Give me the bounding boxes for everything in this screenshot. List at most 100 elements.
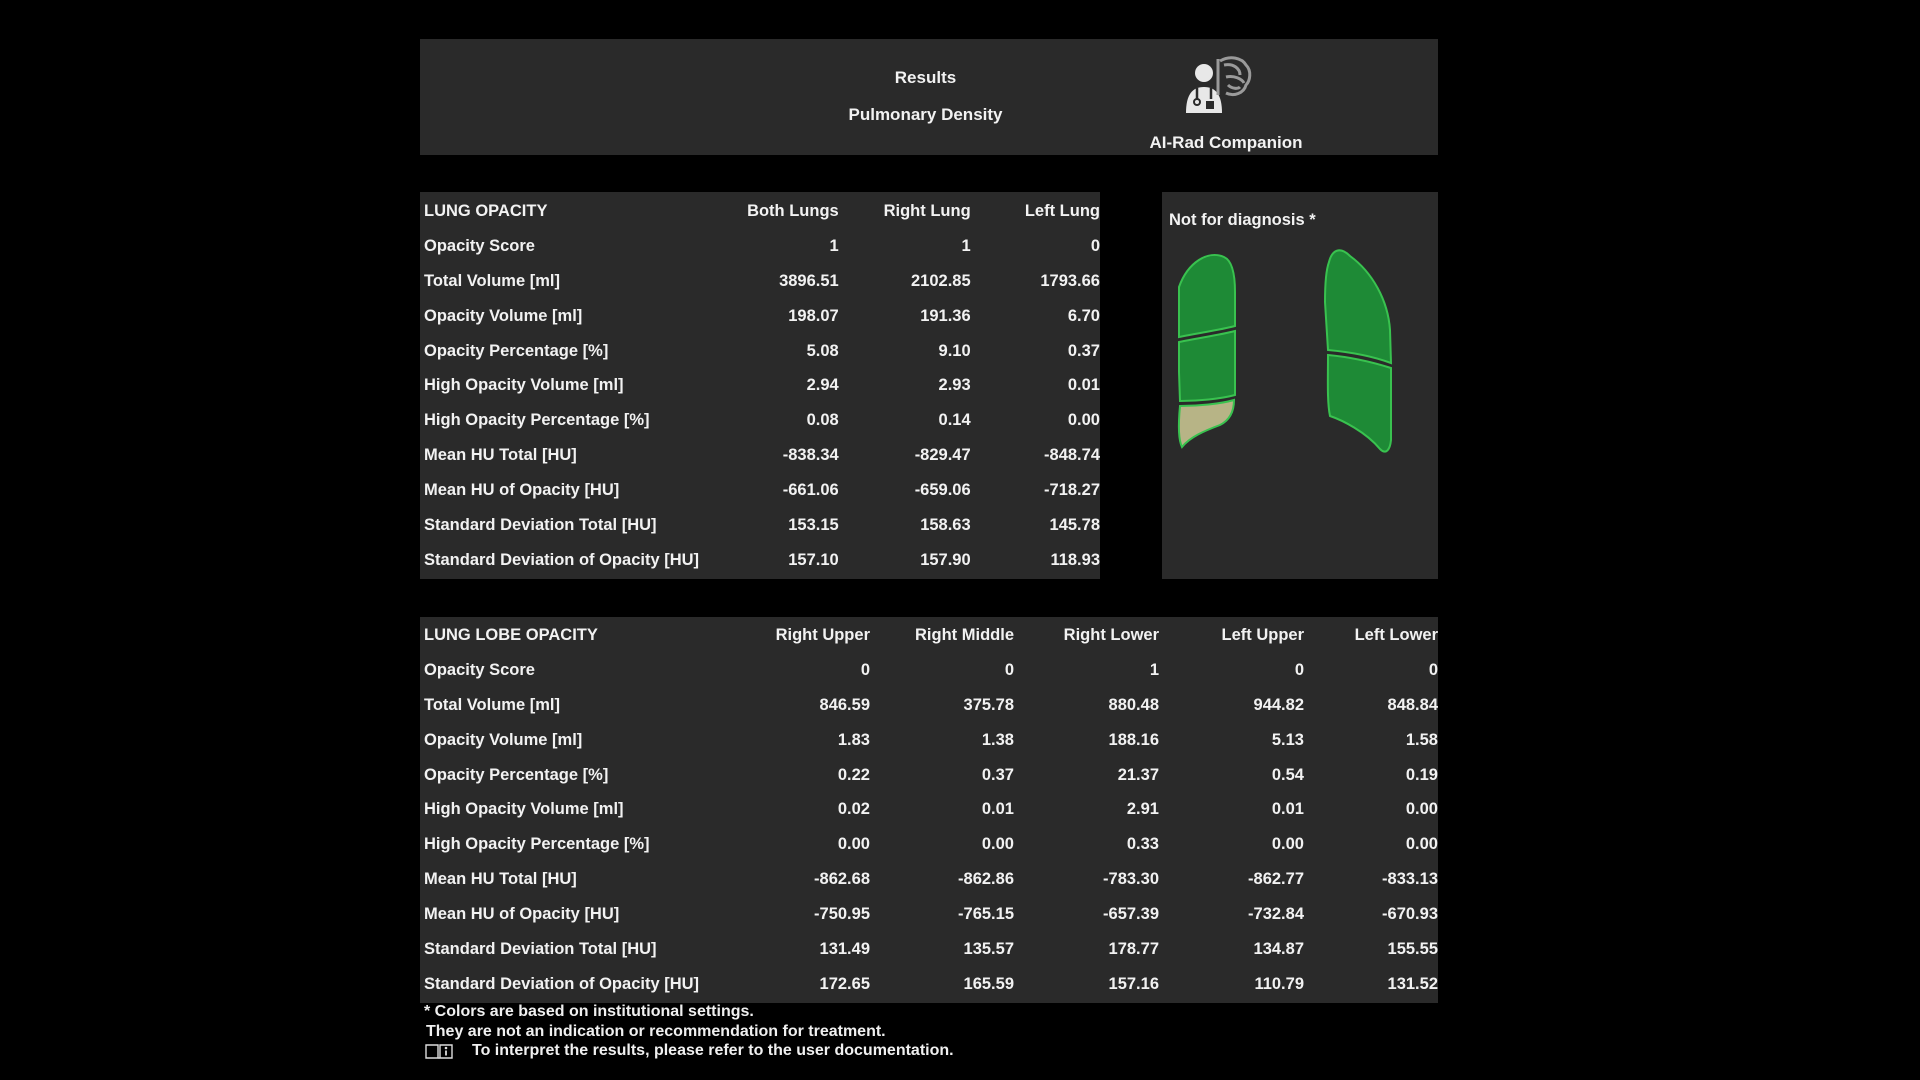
cell-value: 9.10 — [938, 341, 971, 360]
table-row: High Opacity Volume [ml] 2.94 2.93 0.01 — [420, 368, 1100, 403]
footer-note-colors: * Colors are based on institutional sett… — [424, 1003, 754, 1020]
cell-value: 1.38 — [981, 730, 1014, 749]
cell-value: 172.65 — [819, 974, 870, 993]
cell-value: -661.06 — [782, 481, 839, 500]
table-row: Opacity Volume [ml] 198.07 191.36 6.70 — [420, 299, 1100, 334]
cell-value: 0 — [1428, 660, 1438, 679]
table-heading: LUNG LOBE OPACITY — [424, 625, 598, 644]
cell-value: 153.15 — [788, 515, 839, 534]
cell-value: -657.39 — [1103, 905, 1159, 924]
cell-value: 2.93 — [938, 376, 971, 395]
cell-value: -862.77 — [1248, 870, 1304, 889]
row-label: Opacity Percentage [%] — [424, 341, 609, 360]
row-label: Opacity Percentage [%] — [424, 765, 609, 784]
table-row: Opacity Percentage [%] 0.22 0.37 21.37 0.54 0… — [420, 758, 1438, 793]
cell-value: 110.79 — [1254, 974, 1304, 993]
row-label: Opacity Volume [ml] — [424, 730, 583, 749]
row-label: High Opacity Volume [ml] — [424, 800, 624, 819]
cell-value: 3896.51 — [779, 271, 839, 290]
cell-value: 157.10 — [788, 550, 839, 569]
cell-value: -765.15 — [958, 905, 1014, 924]
row-label: Standard Deviation Total [HU] — [424, 515, 657, 534]
table-row: Standard Deviation of Opacity [HU] 172.65… — [420, 967, 1438, 1002]
cell-value: 0.37 — [981, 765, 1014, 784]
cell-value: -783.30 — [1103, 870, 1159, 889]
lung-lobe-opacity-table: LUNG LOBE OPACITY Right Upper Right Midd… — [420, 618, 1438, 1002]
lobe-left-upper — [1323, 249, 1393, 365]
column-header: Right Lower — [1063, 625, 1159, 644]
cell-value: 131.49 — [819, 939, 870, 958]
user-manual-info-icon — [425, 1044, 453, 1059]
cell-value: -862.86 — [958, 870, 1014, 889]
cell-value: 5.13 — [1271, 730, 1304, 749]
cell-value: 188.16 — [1108, 730, 1159, 749]
row-label: High Opacity Volume [ml] — [424, 376, 624, 395]
cell-value: 375.78 — [963, 695, 1014, 714]
cell-value: 0.54 — [1271, 765, 1304, 784]
cell-value: 0 — [1294, 660, 1304, 679]
row-label: High Opacity Percentage [%] — [424, 411, 650, 430]
row-label: Opacity Score — [424, 236, 535, 255]
cell-value: -829.47 — [914, 446, 971, 465]
cell-value: -862.68 — [814, 870, 870, 889]
cell-value: 0.00 — [981, 835, 1014, 854]
row-label: High Opacity Percentage [%] — [424, 835, 650, 854]
table-row: Opacity Score 0 0 1 0 0 — [420, 653, 1438, 688]
table-row: High Opacity Volume [ml] 0.02 0.01 2.91 0.01… — [420, 792, 1438, 827]
cell-value: 178.77 — [1108, 939, 1159, 958]
table-row: Opacity Volume [ml] 1.83 1.38 188.16 5.13 1.5… — [420, 723, 1438, 758]
diagram-title: Not for diagnosis * — [1169, 211, 1316, 229]
lung-diagram-panel: Not for diagnosis * — [1162, 192, 1438, 579]
footer-note-disclaimer: They are not an indication or recommenda… — [426, 1022, 886, 1040]
cell-value: 0.00 — [837, 835, 870, 854]
table-row: Standard Deviation Total [HU] 153.15 158.6… — [420, 508, 1100, 543]
cell-value: 0.00 — [1271, 835, 1304, 854]
cell-value: 0.01 — [981, 800, 1014, 819]
header-panel: Results Pulmonary Density AI-Rad Compani… — [420, 39, 1438, 155]
row-label: Total Volume [ml] — [424, 271, 560, 290]
cell-value: -718.27 — [1044, 481, 1100, 500]
cell-value: 2102.85 — [911, 271, 971, 290]
cell-value: 0.33 — [1126, 835, 1159, 854]
cell-value: 118.93 — [1050, 550, 1100, 569]
lung-opacity-panel: LUNG OPACITY Both Lungs Right Lung Left … — [420, 192, 1100, 579]
table-row: Opacity Percentage [%] 5.08 9.10 0.37 — [420, 334, 1100, 369]
cell-value: 0.02 — [837, 800, 870, 819]
lobe-left-lower — [1326, 353, 1392, 453]
table-row: High Opacity Percentage [%] 0.00 0.00 0.33 0… — [420, 827, 1438, 862]
table-row: Total Volume [ml] 846.59 375.78 880.48 944.8… — [420, 688, 1438, 723]
column-header: Right Upper — [775, 625, 870, 644]
column-header: Left Lower — [1354, 625, 1438, 644]
row-label: Total Volume [ml] — [424, 695, 560, 714]
row-label: Standard Deviation of Opacity [HU] — [424, 974, 700, 993]
cell-value: 131.52 — [1387, 974, 1438, 993]
cell-value: 0.00 — [1405, 800, 1438, 819]
column-header: Left Lung — [1024, 201, 1100, 220]
cell-value: 155.55 — [1387, 939, 1438, 958]
row-label: Mean HU of Opacity [HU] — [424, 905, 620, 924]
cell-value: 0.14 — [938, 411, 971, 430]
cell-value: 1 — [1149, 660, 1159, 679]
column-header: Both Lungs — [747, 201, 839, 220]
cell-value: -732.84 — [1248, 905, 1304, 924]
cell-value: -670.93 — [1382, 905, 1438, 924]
cell-value: 157.90 — [920, 550, 971, 569]
lobe-right-middle — [1178, 329, 1236, 403]
cell-value: 0.19 — [1405, 765, 1438, 784]
page-subtitle: Pulmonary Density — [848, 105, 1003, 124]
column-header: Left Upper — [1221, 625, 1305, 644]
cell-value: 21.37 — [1117, 765, 1159, 784]
row-label: Opacity Score — [424, 660, 535, 679]
cell-value: -838.34 — [782, 446, 839, 465]
table-header-row: LUNG OPACITY Both Lungs Right Lung Left … — [420, 194, 1100, 229]
table-row: Standard Deviation of Opacity [HU] 157.10… — [420, 543, 1100, 578]
cell-value: -659.06 — [914, 481, 971, 500]
cell-value: 158.63 — [920, 515, 971, 534]
table-header-row: LUNG LOBE OPACITY Right Upper Right Midd… — [420, 618, 1438, 653]
doctor-brain-icon — [1186, 56, 1252, 113]
lung-diagram — [1177, 249, 1393, 453]
row-label: Standard Deviation of Opacity [HU] — [424, 550, 700, 569]
cell-value: -848.74 — [1044, 446, 1100, 465]
cell-value: 1 — [829, 236, 839, 255]
cell-value: -833.13 — [1382, 870, 1438, 889]
